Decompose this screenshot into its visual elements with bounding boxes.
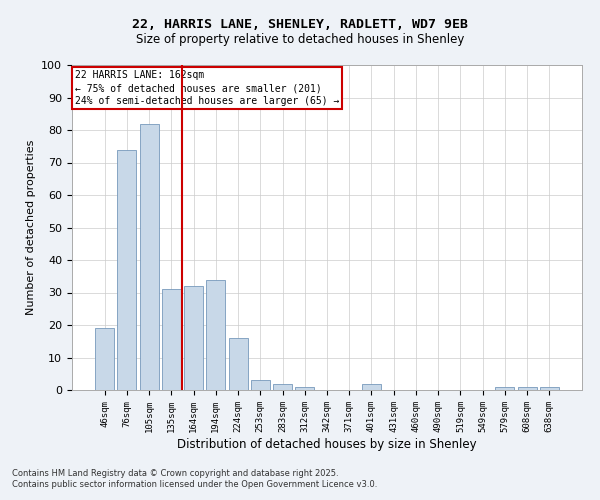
Bar — [229, 338, 248, 390]
Bar — [273, 384, 292, 390]
X-axis label: Distribution of detached houses by size in Shenley: Distribution of detached houses by size … — [177, 438, 477, 450]
Text: 22, HARRIS LANE, SHENLEY, RADLETT, WD7 9EB: 22, HARRIS LANE, SHENLEY, RADLETT, WD7 9… — [132, 18, 468, 30]
Bar — [518, 387, 536, 390]
Bar — [540, 387, 559, 390]
Y-axis label: Number of detached properties: Number of detached properties — [26, 140, 36, 315]
Bar — [140, 124, 158, 390]
Text: Contains public sector information licensed under the Open Government Licence v3: Contains public sector information licen… — [12, 480, 377, 489]
Bar — [496, 387, 514, 390]
Bar — [162, 289, 181, 390]
Bar — [184, 286, 203, 390]
Text: 22 HARRIS LANE: 162sqm
← 75% of detached houses are smaller (201)
24% of semi-de: 22 HARRIS LANE: 162sqm ← 75% of detached… — [74, 70, 339, 106]
Bar — [362, 384, 381, 390]
Bar — [251, 380, 270, 390]
Bar — [118, 150, 136, 390]
Text: Size of property relative to detached houses in Shenley: Size of property relative to detached ho… — [136, 32, 464, 46]
Bar — [95, 328, 114, 390]
Bar — [206, 280, 225, 390]
Text: Contains HM Land Registry data © Crown copyright and database right 2025.: Contains HM Land Registry data © Crown c… — [12, 468, 338, 477]
Bar — [295, 387, 314, 390]
